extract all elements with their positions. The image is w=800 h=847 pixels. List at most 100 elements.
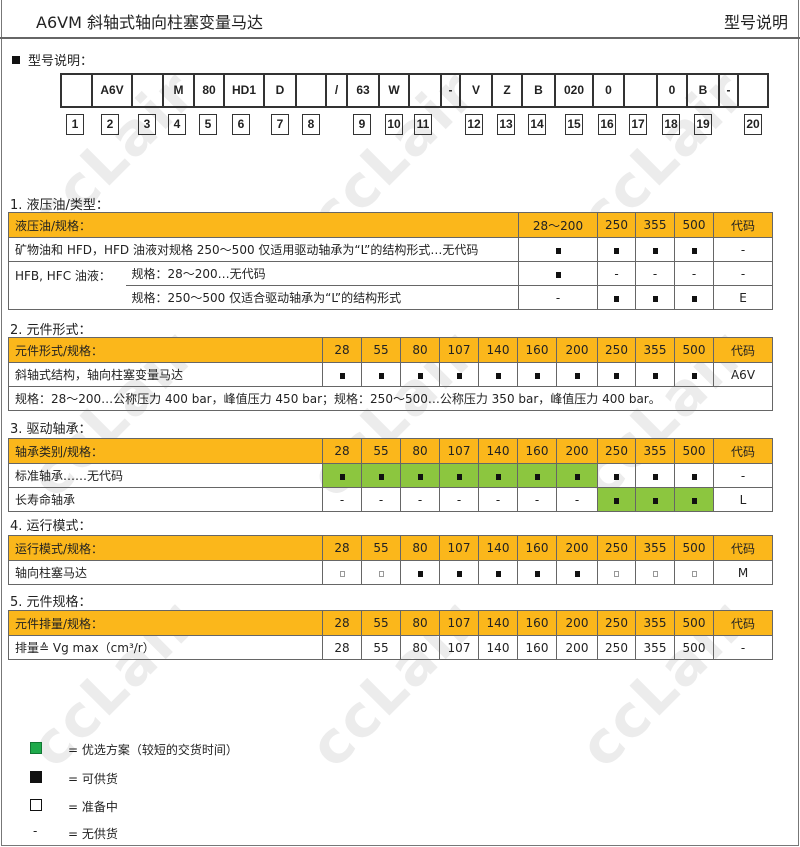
position-number: 8	[302, 114, 320, 135]
position-number: 16	[598, 114, 616, 135]
value-cell	[400, 362, 440, 387]
value-cell	[478, 463, 518, 488]
model-code-cell	[60, 73, 91, 108]
value-cell	[517, 362, 557, 387]
size-header-cell: 355	[635, 535, 675, 561]
size-header-cell: 107	[439, 438, 479, 464]
code-header-cell: 代码	[713, 535, 773, 561]
value-cell	[361, 463, 401, 488]
size-header-cell: 107	[439, 337, 479, 363]
value-cell	[635, 237, 675, 262]
model-heading: 型号说明：	[12, 50, 93, 69]
model-code-cell: 80	[193, 73, 223, 108]
filled-square-icon	[574, 372, 580, 379]
empty-square-icon	[652, 570, 658, 577]
hydraulic-fluid-table: 液压油/规格： 28～200 250 355 500 代码 矿物油和 HFD，H…	[8, 212, 773, 310]
position-number: 19	[694, 114, 712, 135]
model-code-cell	[737, 73, 769, 108]
header-cell: 元件排量/规格：	[8, 610, 323, 636]
dash-icon: -	[33, 824, 38, 838]
model-code-cell: HD1	[223, 73, 263, 108]
position-number: 20	[744, 114, 762, 135]
filled-square-icon	[456, 372, 462, 379]
size-header-cell: 28	[322, 535, 362, 561]
position-number: 3	[138, 114, 156, 135]
value-cell	[674, 285, 714, 310]
position-number: 13	[497, 114, 515, 135]
value-cell	[439, 362, 479, 387]
position-number: 15	[565, 114, 583, 135]
header-cell: 355	[635, 212, 675, 238]
size-header-cell: 500	[674, 337, 714, 363]
table-row: 矿物油和 HFD，HFD 油液对规格 250～500 仅适用驱动轴承为“L”的结…	[8, 237, 773, 262]
size-header-cell: 200	[556, 438, 598, 464]
value-cell	[518, 237, 598, 262]
filled-square-icon	[339, 473, 345, 480]
model-code-cell: B	[686, 73, 718, 108]
value-cell	[597, 463, 636, 488]
value-cell	[439, 463, 479, 488]
row-label: 矿物油和 HFD，HFD 油液对规格 250～500 仅适用驱动轴承为“L”的结…	[8, 237, 519, 262]
value-cell	[478, 560, 518, 585]
filled-square-icon	[534, 570, 540, 577]
code-cell: M	[713, 560, 773, 585]
model-code-cell	[131, 73, 162, 108]
size-header-cell: 80	[400, 438, 440, 464]
value-cell: -	[517, 487, 557, 512]
model-code-cell: /	[325, 73, 346, 108]
model-code-cell	[623, 73, 656, 108]
value-cell	[635, 463, 675, 488]
value-cell	[635, 285, 675, 310]
section-4-title: 4. 运行模式：	[10, 519, 92, 534]
filled-square-icon	[574, 473, 580, 480]
value-cell: 28	[322, 635, 362, 660]
model-code-cell: V	[459, 73, 491, 108]
code-cell: -	[713, 463, 773, 488]
table-row: 轴向柱塞马达 M	[8, 560, 773, 585]
value-cell	[439, 560, 479, 585]
position-number: 9	[353, 114, 371, 135]
size-header-cell: 250	[597, 610, 636, 636]
size-header-cell: 80	[400, 337, 440, 363]
position-number: 14	[528, 114, 546, 135]
model-heading-text: 型号说明：	[28, 54, 94, 69]
header-cell: 250	[597, 212, 636, 238]
row-label: 规格：28～200…无代码	[125, 261, 519, 286]
filled-square-icon	[30, 771, 42, 783]
section-1-title: 1. 液压油/类型：	[10, 198, 109, 213]
size-header-cell: 355	[635, 337, 675, 363]
size-header-cell: 28	[322, 610, 362, 636]
value-cell	[674, 487, 714, 512]
size-header-cell: 55	[361, 610, 401, 636]
value-cell	[400, 560, 440, 585]
row-label: 长寿命轴承	[8, 487, 323, 512]
size-header-cell: 28	[322, 438, 362, 464]
filled-square-icon	[691, 372, 697, 379]
size-header-cell: 55	[361, 438, 401, 464]
header-cell: 代码	[713, 212, 773, 238]
value-cell	[361, 560, 401, 585]
header-cell: 运行模式/规格：	[8, 535, 323, 561]
value-cell	[674, 362, 714, 387]
value-cell	[635, 560, 675, 585]
table-header: 元件形式/规格： 28 55 80 107 140 160 200 250 355 500 代码	[8, 337, 773, 363]
model-code-cell: M	[162, 73, 193, 108]
filled-square-icon	[691, 247, 697, 254]
header-cell: 500	[674, 212, 714, 238]
size-header-cell: 160	[517, 438, 557, 464]
row-label: 排量≙ Vg max（cm³/r）	[8, 635, 323, 660]
value-cell	[597, 237, 636, 262]
empty-square-icon	[614, 570, 619, 577]
value-cell: -	[322, 487, 362, 512]
value-cell: 160	[517, 635, 557, 660]
filled-square-icon	[378, 372, 384, 379]
filled-square-icon	[456, 570, 462, 577]
code-header-cell: 代码	[713, 438, 773, 464]
filled-square-icon	[652, 247, 658, 254]
legend-text: = 准备中	[68, 800, 118, 814]
value-cell: E	[713, 285, 773, 310]
value-cell: -	[597, 261, 636, 286]
value-cell: -	[400, 487, 440, 512]
